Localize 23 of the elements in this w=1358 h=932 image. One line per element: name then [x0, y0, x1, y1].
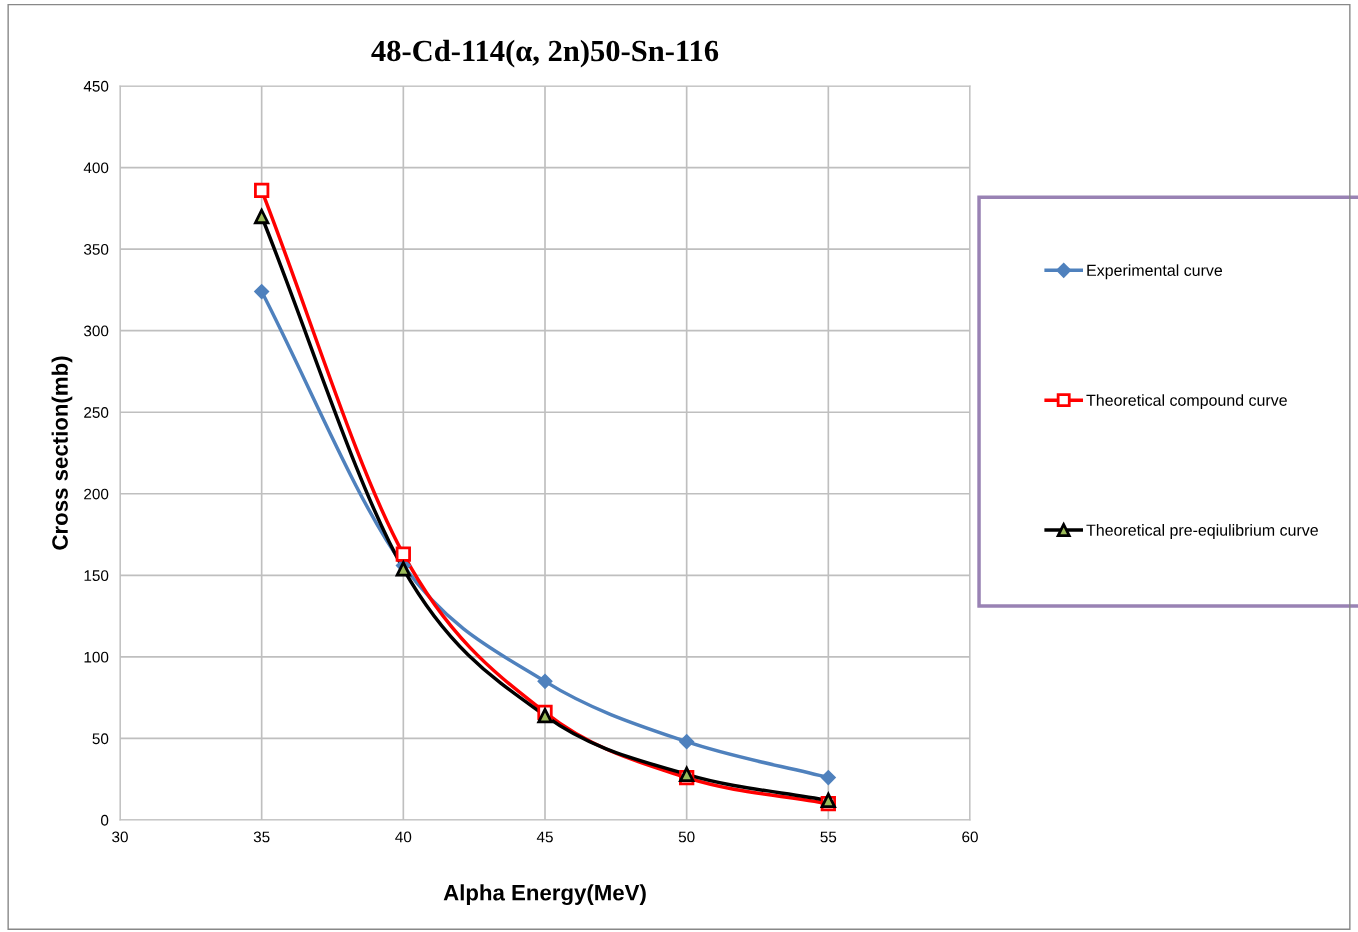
- chart-title: 48-Cd-114(α, 2n)50-Sn-116: [371, 39, 719, 68]
- legend-label: Experimental curve: [1087, 264, 1223, 280]
- y-tick-label: 250: [84, 407, 109, 418]
- legend-label: Theoretical pre-eqiulibrium curve: [1086, 524, 1318, 539]
- y-tick-label: 100: [84, 651, 109, 663]
- x-axis-title: Alpha Energy(MeV): [443, 884, 646, 906]
- x-tick-label: 30: [112, 831, 128, 843]
- x-tick-label: 55: [820, 831, 837, 843]
- x-tick-label: 35: [253, 831, 270, 843]
- y-tick-label: 450: [83, 80, 109, 92]
- x-tick-label: 60: [962, 831, 978, 843]
- x-tick-label: 40: [395, 831, 412, 843]
- y-axis-title: Cross section(mb): [51, 356, 73, 550]
- legend-label: Theoretical compound curve: [1086, 394, 1287, 410]
- y-tick-label: 350: [83, 243, 109, 255]
- y-tick-label: 200: [84, 488, 109, 500]
- y-tick-label: 0: [100, 814, 109, 826]
- x-tick-label: 50: [678, 831, 695, 843]
- y-tick-label: 400: [83, 162, 109, 174]
- y-tick-label: 150: [84, 570, 109, 582]
- x-tick-label: 45: [536, 831, 553, 843]
- y-tick-label: 50: [92, 733, 109, 745]
- y-tick-label: 300: [83, 325, 109, 337]
